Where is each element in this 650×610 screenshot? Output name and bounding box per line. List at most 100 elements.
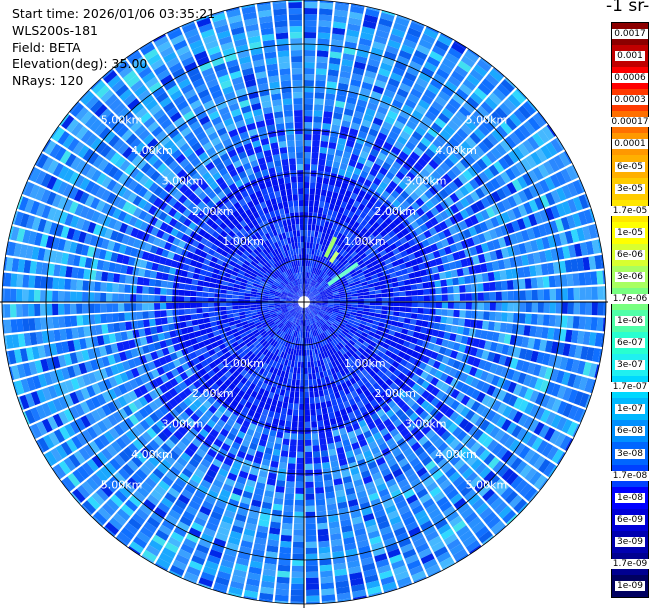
- range-gate: [139, 526, 154, 539]
- range-gate: [350, 577, 364, 587]
- range-gate: [297, 367, 301, 374]
- range-gate: [266, 371, 273, 379]
- range-gate: [315, 80, 326, 87]
- range-gate: [335, 441, 343, 449]
- range-gate: [265, 357, 271, 365]
- range-gate: [244, 293, 251, 297]
- range-gate: [398, 582, 413, 589]
- range-gate: [269, 311, 276, 315]
- range-gate: [449, 333, 457, 342]
- range-gate: [12, 381, 19, 396]
- range-gate: [346, 358, 354, 365]
- range-gate: [216, 279, 223, 285]
- range-gate: [218, 354, 227, 362]
- range-gate: [389, 428, 400, 438]
- range-gate: [381, 306, 388, 311]
- range-gate: [86, 477, 99, 491]
- range-gate: [249, 382, 256, 391]
- range-gate: [352, 352, 360, 360]
- range-gate: [333, 308, 340, 312]
- range-gate: [345, 304, 352, 307]
- range-gate: [452, 317, 460, 326]
- range-gate: [331, 545, 344, 553]
- range-gate: [265, 364, 272, 372]
- range-gate: [233, 253, 241, 260]
- range-gate: [313, 206, 319, 213]
- range-gate: [184, 308, 191, 315]
- range-gate: [122, 405, 133, 417]
- range-gate: [315, 304, 322, 307]
- range-gate: [588, 363, 598, 378]
- range-gate: [399, 302, 406, 307]
- range-gate: [308, 306, 313, 311]
- range-gate: [286, 314, 292, 319]
- range-gate: [559, 435, 572, 451]
- range-gate: [69, 420, 81, 434]
- range-gate: [160, 310, 167, 318]
- range-gate: [272, 448, 281, 457]
- range-gate: [523, 416, 534, 430]
- range-gate: [281, 318, 287, 324]
- range-gate: [351, 309, 358, 313]
- range-gate: [165, 514, 178, 526]
- range-gate: [273, 443, 282, 451]
- range-gate: [104, 521, 119, 536]
- range-gate: [290, 176, 297, 183]
- range-gate: [354, 318, 362, 324]
- range-gate: [369, 466, 380, 476]
- range-gate: [294, 294, 300, 299]
- range-gate: [40, 303, 47, 316]
- range-gate: [271, 148, 280, 156]
- range-gate: [81, 462, 95, 476]
- range-gate: [381, 332, 388, 338]
- range-gate: [247, 473, 258, 482]
- range-gate: [263, 309, 270, 313]
- range-gate: [277, 50, 290, 58]
- range-gate: [274, 190, 281, 198]
- range-gate: [298, 313, 301, 320]
- range-gate: [309, 188, 316, 195]
- range-gate: [375, 457, 386, 466]
- range-gate: [371, 324, 379, 330]
- range-gate: [343, 400, 351, 409]
- range-gate: [474, 480, 487, 493]
- range-gate: [314, 390, 319, 398]
- range-gate: [22, 181, 29, 195]
- range-gate: [294, 294, 300, 299]
- range-gate: [304, 391, 309, 398]
- range-gate: [387, 310, 394, 316]
- range-gate: [63, 394, 74, 407]
- range-gate: [299, 212, 304, 219]
- range-gate: [268, 379, 274, 386]
- range-gate: [144, 242, 153, 252]
- range-gate: [281, 195, 288, 203]
- range-gate: [294, 206, 299, 213]
- range-gate: [250, 260, 258, 267]
- range-gate: [429, 449, 441, 460]
- range-gate: [332, 386, 339, 394]
- range-gate: [272, 184, 280, 192]
- range-gate: [130, 294, 137, 302]
- range-gate: [255, 425, 264, 434]
- range-gate: [320, 450, 329, 457]
- range-gate: [249, 353, 256, 360]
- range-gate: [85, 412, 97, 425]
- range-gate: [307, 236, 311, 243]
- range-gate: [318, 20, 332, 28]
- range-gate: [580, 346, 589, 360]
- range-gate: [457, 463, 470, 475]
- range-gate: [465, 375, 474, 386]
- range-gate: [243, 528, 256, 537]
- range-gate: [286, 303, 293, 305]
- range-gate: [280, 304, 287, 307]
- range-gate: [298, 200, 304, 207]
- range-gate: [405, 335, 413, 343]
- range-gate: [316, 56, 328, 64]
- range-gate: [323, 344, 329, 352]
- range-gate: [360, 384, 368, 393]
- range-gate: [288, 200, 294, 208]
- range-gate: [202, 297, 209, 302]
- range-gate: [590, 379, 596, 394]
- range-gate: [274, 307, 281, 310]
- range-gate: [276, 582, 290, 590]
